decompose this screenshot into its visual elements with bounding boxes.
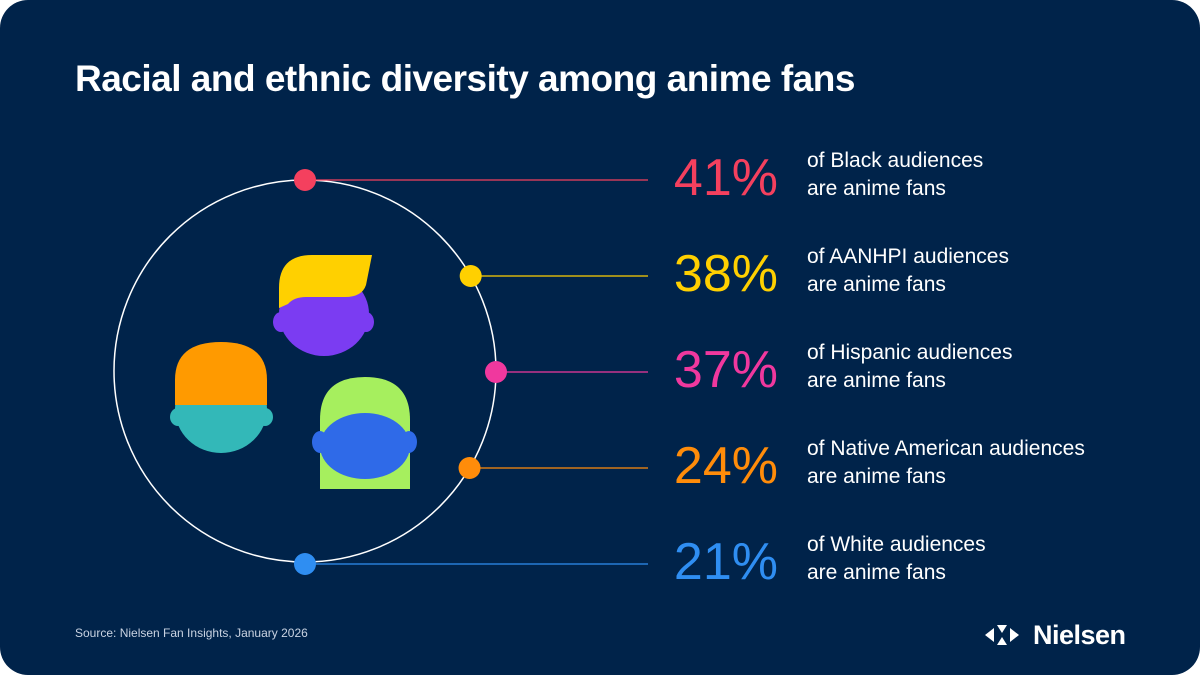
data-point-dot [459, 265, 482, 287]
orbit-ring [113, 179, 497, 563]
audience-label: of Hispanic audiences [807, 341, 1013, 364]
audience-label: of AANHPI audiences [807, 245, 1009, 268]
percentage-value: 41% [673, 149, 778, 207]
audience-description: of AANHPI audiences are anime fans [807, 243, 1187, 299]
nielsen-logo: Nielsen [985, 618, 1126, 652]
nielsen-arrows-icon [985, 625, 1019, 645]
data-point-dot [458, 457, 481, 479]
data-point-dot [484, 361, 507, 383]
data-point-dot [294, 169, 316, 191]
source-note: Source: Nielsen Fan Insights, January 20… [75, 626, 308, 640]
data-point-dot [294, 553, 316, 575]
audience-description: of White audiences are anime fans [807, 531, 1187, 587]
fan-label: are anime fans [807, 465, 946, 488]
fan-label: are anime fans [807, 369, 946, 392]
audience-label: of White audiences [807, 533, 986, 556]
audience-label: of Native American audiences [807, 437, 1085, 460]
chart-title: Racial and ethnic diversity among anime … [75, 58, 855, 99]
audience-description: of Black audiences are anime fans [807, 147, 1187, 203]
percentage-value: 37% [673, 341, 778, 399]
fan-label: are anime fans [807, 561, 946, 584]
audience-description: of Native American audiences are anime fa… [807, 435, 1187, 491]
percentage-value: 24% [673, 437, 778, 495]
person-green-hair-blue-icon [312, 377, 417, 489]
fan-label: are anime fans [807, 273, 946, 296]
percentage-value: 21% [673, 533, 778, 591]
percentage-value: 38% [673, 245, 778, 303]
person-orange-hat-teal-icon [170, 342, 273, 453]
person-blond-purple-icon [273, 255, 374, 356]
audience-label: of Black audiences [807, 149, 984, 172]
brand-name: Nielsen [1033, 619, 1126, 650]
fan-label: are anime fans [807, 177, 946, 200]
audience-description: of Hispanic audiences are anime fans [807, 339, 1187, 395]
